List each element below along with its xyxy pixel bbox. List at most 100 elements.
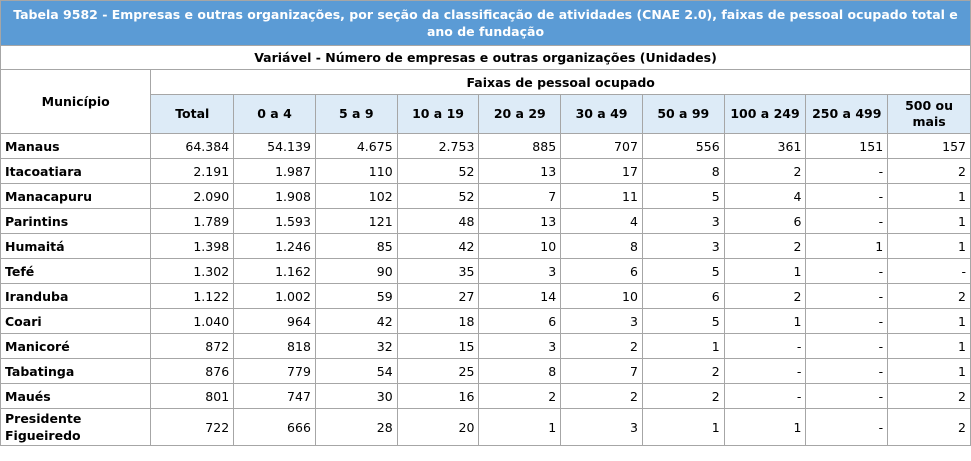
value-cell: 4 (723, 183, 807, 209)
value-cell: 121 (314, 208, 398, 234)
value-cell: 3 (641, 208, 725, 234)
column-header: 500 ou mais (887, 94, 971, 134)
value-cell: 876 (150, 358, 235, 384)
value-cell: 52 (396, 183, 480, 209)
municipio-cell: Coari (0, 308, 152, 334)
value-cell: 1 (478, 408, 562, 446)
value-cell: 48 (396, 208, 480, 234)
municipio-cell: Manicoré (0, 333, 152, 359)
value-cell: 2 (560, 333, 643, 359)
column-header: 50 a 99 (641, 94, 725, 134)
table-row: Parintins 1.789 1.593 121 48 13 4 3 6-1 (0, 208, 971, 234)
table-row: Manicoré 872 818 32 15 3 2 1- -1 (0, 333, 971, 359)
table-row: Maués 801 747 30 16 2 2 2- -2 (0, 383, 971, 409)
value-cell: 2 (887, 383, 971, 409)
municipio-cell: Tabatinga (0, 358, 152, 384)
value-cell: 54 (314, 358, 398, 384)
value-cell: 16 (396, 383, 480, 409)
value-cell: 2 (723, 158, 807, 184)
table-title: Tabela 9582 - Empresas e outras organiza… (0, 0, 971, 46)
municipio-cell: Parintins (0, 208, 152, 234)
value-cell: 5 (641, 258, 725, 284)
value-cell: 818 (233, 333, 316, 359)
column-header: 10 a 19 (396, 94, 480, 134)
municipio-header: Município (0, 69, 152, 134)
value-cell: 8 (641, 158, 725, 184)
value-cell: 6 (560, 258, 643, 284)
value-cell: 157 (887, 133, 971, 159)
value-cell: 8 (560, 233, 643, 259)
municipio-cell: Manacapuru (0, 183, 152, 209)
value-cell: 1 (641, 408, 725, 446)
table-row: Humaitá 1.398 1.246 85 42 10 8 3 2 1 1 (0, 233, 971, 259)
value-cell: 1.302 (150, 258, 235, 284)
value-cell: 25 (396, 358, 480, 384)
column-header: 20 a 29 (478, 94, 562, 134)
value-cell: 10 (478, 233, 562, 259)
value-cell: - (723, 333, 807, 359)
value-cell: 5 (641, 308, 725, 334)
value-cell: 15 (396, 333, 480, 359)
value-cell: 666 (233, 408, 316, 446)
value-cell: 2.090 (150, 183, 235, 209)
value-cell: 779 (233, 358, 316, 384)
value-cell: 2 (887, 283, 971, 309)
value-cell: 8 (478, 358, 562, 384)
column-header: 100 a 249 (723, 94, 807, 134)
column-header: Total (150, 94, 235, 134)
value-cell: 1 (641, 333, 725, 359)
value-cell: 3 (560, 308, 643, 334)
value-cell: 3 (560, 408, 643, 446)
table-row: Manacapuru 2.090 1.908 102 52 7 11 5 4-1 (0, 183, 971, 209)
value-cell: 2 (723, 233, 807, 259)
value-cell: 3 (478, 258, 562, 284)
value-cell: 6 (478, 308, 562, 334)
value-cell: 1.122 (150, 283, 235, 309)
value-cell: 28 (314, 408, 398, 446)
value-cell: 54.139 (233, 133, 316, 159)
value-cell: 30 (314, 383, 398, 409)
column-header: 5 a 9 (314, 94, 398, 134)
value-cell: 2 (723, 283, 807, 309)
value-cell: 52 (396, 158, 480, 184)
value-cell: 7 (478, 183, 562, 209)
table-row: Tefé 1.302 1.162 90 35 3 6 5 1- - (0, 258, 971, 284)
value-cell: 64.384 (150, 133, 235, 159)
value-cell: 1.908 (233, 183, 316, 209)
value-cell: - (723, 358, 807, 384)
municipio-cell: Itacoatiara (0, 158, 152, 184)
value-cell: 361 (723, 133, 807, 159)
value-cell: - (887, 258, 971, 284)
value-cell: 35 (396, 258, 480, 284)
value-cell: 2 (641, 358, 725, 384)
value-cell: - (805, 283, 889, 309)
variable-label: Variável - Número de empresas e outras o… (0, 45, 971, 70)
value-cell: 151 (805, 133, 889, 159)
value-cell: 110 (314, 158, 398, 184)
value-cell: 1 (805, 233, 889, 259)
value-cell: - (805, 308, 889, 334)
value-cell: 707 (560, 133, 643, 159)
value-cell: 1.040 (150, 308, 235, 334)
value-cell: 27 (396, 283, 480, 309)
value-cell: - (805, 333, 889, 359)
faixas-header: Faixas de pessoal ocupado (150, 69, 971, 95)
value-cell: 1.162 (233, 258, 316, 284)
value-cell: 102 (314, 183, 398, 209)
municipio-cell: Manaus (0, 133, 152, 159)
value-cell: 2.753 (396, 133, 480, 159)
value-cell: - (805, 358, 889, 384)
value-cell: 885 (478, 133, 562, 159)
value-cell: 42 (314, 308, 398, 334)
value-cell: 722 (150, 408, 235, 446)
municipio-cell: Humaitá (0, 233, 152, 259)
value-cell: 1 (887, 358, 971, 384)
table-row: Itacoatiara 2.191 1.987 110 52 13 17 8 2-2 (0, 158, 971, 184)
value-cell: 18 (396, 308, 480, 334)
value-cell: 2.191 (150, 158, 235, 184)
table-row: Presidente Figueiredo 722 666 28 20 1 3 1 1-2 (0, 408, 971, 446)
value-cell: 42 (396, 233, 480, 259)
value-cell: 747 (233, 383, 316, 409)
value-cell: - (805, 383, 889, 409)
value-cell: 13 (478, 208, 562, 234)
